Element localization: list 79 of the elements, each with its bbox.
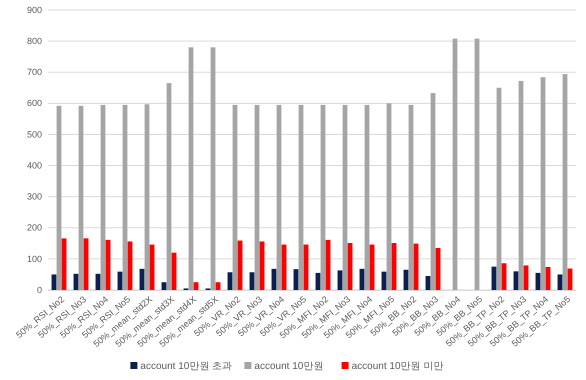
bar xyxy=(408,104,414,290)
bar xyxy=(430,93,436,290)
bar xyxy=(276,104,282,290)
bar xyxy=(558,274,562,290)
bar xyxy=(514,271,518,290)
bar xyxy=(360,268,364,290)
bar xyxy=(326,240,330,290)
bar xyxy=(78,106,84,290)
bar xyxy=(194,282,198,290)
bar xyxy=(294,269,298,290)
bar xyxy=(250,272,254,290)
y-tick-label: 600 xyxy=(26,98,42,108)
y-tick-label: 700 xyxy=(26,67,42,78)
y-tick-label: 400 xyxy=(26,160,42,170)
bar xyxy=(316,272,320,290)
bar xyxy=(370,244,374,290)
bar xyxy=(348,243,352,290)
bar xyxy=(100,104,106,290)
bar xyxy=(414,244,418,290)
y-tick-label: 800 xyxy=(26,36,42,46)
legend-label: account 10만원 미만 xyxy=(352,361,444,372)
bar xyxy=(52,274,56,290)
bar xyxy=(540,77,546,290)
bar xyxy=(304,244,308,290)
legend-label: account 10만원 초과 xyxy=(140,361,232,372)
bar xyxy=(56,106,62,290)
bar xyxy=(74,274,78,290)
bar xyxy=(118,272,122,290)
bar xyxy=(228,272,232,290)
bar xyxy=(238,240,242,290)
bar xyxy=(298,104,304,290)
bar xyxy=(162,282,166,290)
bar xyxy=(426,276,430,290)
y-tick-label: 900 xyxy=(26,4,42,15)
bar xyxy=(62,238,66,290)
bar xyxy=(150,244,154,290)
bar xyxy=(260,241,264,290)
bar xyxy=(232,104,238,290)
y-tick-label: 300 xyxy=(26,192,42,202)
bar xyxy=(122,104,128,290)
bar xyxy=(216,282,220,290)
legend-label: account 10만원 xyxy=(254,361,324,372)
bar xyxy=(254,104,260,290)
bar xyxy=(140,268,144,290)
bar xyxy=(338,270,342,290)
bar xyxy=(392,243,396,290)
bar xyxy=(474,38,480,290)
bar xyxy=(382,272,386,290)
bar xyxy=(320,104,326,290)
bar xyxy=(210,47,216,290)
bar xyxy=(106,240,110,290)
bar xyxy=(452,38,458,290)
bar xyxy=(166,83,172,290)
y-tick-label: 0 xyxy=(36,284,42,295)
bar xyxy=(342,104,348,290)
bar xyxy=(272,268,276,290)
bar xyxy=(568,268,572,290)
bar xyxy=(562,74,568,290)
bar xyxy=(364,104,370,290)
bar xyxy=(386,103,392,290)
bar xyxy=(188,47,194,290)
y-tick-label: 500 xyxy=(26,129,42,140)
y-tick-label: 100 xyxy=(26,254,42,264)
bar xyxy=(524,265,528,290)
bar xyxy=(436,248,440,290)
bar xyxy=(546,266,550,290)
bar xyxy=(96,274,100,290)
bar xyxy=(518,80,524,290)
y-tick-label: 200 xyxy=(26,222,42,233)
bar xyxy=(84,238,88,290)
bar xyxy=(128,241,132,290)
bar xyxy=(502,263,506,290)
bar xyxy=(536,272,540,290)
bar xyxy=(144,104,150,290)
bar xyxy=(282,244,286,290)
bar xyxy=(496,88,502,290)
bar xyxy=(492,266,496,290)
bar xyxy=(172,252,176,290)
bar xyxy=(404,270,408,290)
